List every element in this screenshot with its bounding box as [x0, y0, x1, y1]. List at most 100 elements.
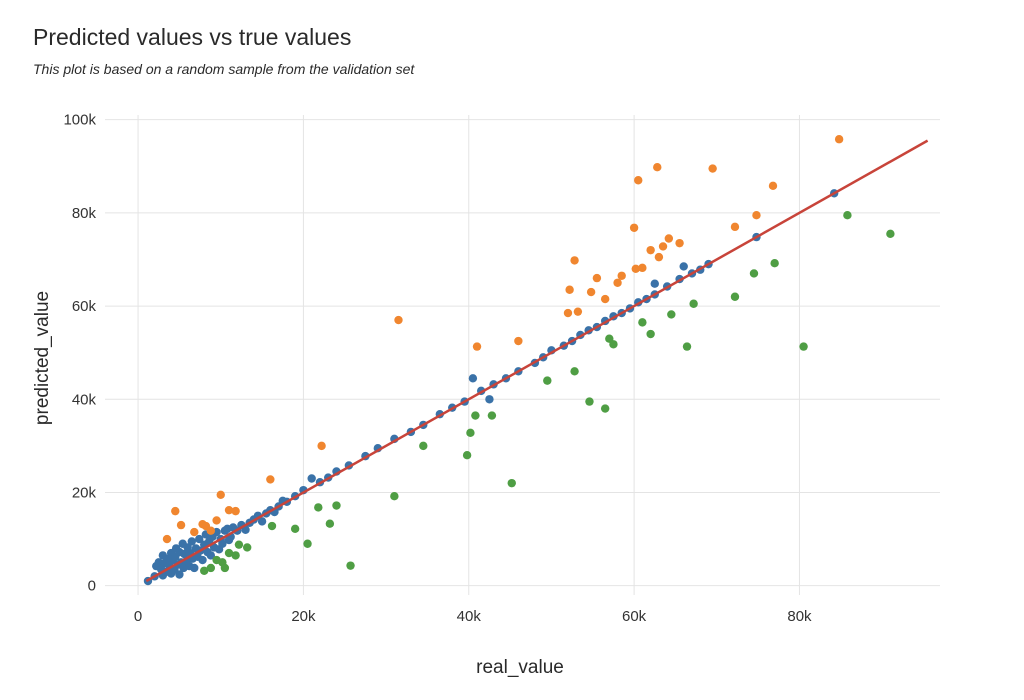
scatter-point [634, 176, 643, 185]
scatter-point [613, 278, 622, 287]
scatter-point [543, 376, 552, 385]
scatter-point [650, 279, 659, 288]
scatter-point [206, 526, 216, 535]
scatter-point [267, 521, 277, 531]
scatter-point [175, 570, 184, 579]
scatter-point [592, 273, 602, 283]
scatter-point [462, 450, 472, 460]
scatter-point [600, 404, 610, 413]
fit-line [145, 139, 929, 583]
scatter-point [220, 563, 230, 573]
scatter-point [563, 308, 573, 318]
scatter-point [200, 566, 209, 575]
scatter-point [679, 262, 688, 271]
scatter-point [570, 256, 579, 265]
scatter-point [708, 164, 717, 173]
x-tick-label: 40k [457, 608, 482, 625]
scatter-point [752, 210, 761, 220]
x-tick-label: 80k [787, 608, 812, 625]
scatter-point [600, 294, 610, 304]
scatter-point [730, 222, 740, 232]
scatter-point [231, 551, 240, 560]
scatter-point [198, 555, 207, 565]
scatter-point [394, 315, 403, 325]
scatter-point [187, 537, 197, 546]
scatter-point [307, 474, 316, 483]
y-axis-label: predicted_value [32, 291, 53, 425]
scatter-point [332, 501, 341, 510]
scatter-point [314, 503, 323, 512]
scatter-point [565, 285, 574, 294]
scatter-point [303, 539, 312, 548]
y-tick-label: 20k [72, 484, 97, 501]
scatter-point [689, 299, 698, 308]
scatter-point [471, 411, 480, 420]
x-axis-label: real_value [476, 657, 564, 678]
scatter-point [843, 210, 852, 220]
y-tick-label: 40k [72, 391, 97, 408]
scatter-point [190, 563, 199, 573]
scatter-point [472, 342, 482, 351]
scatter-point [290, 524, 300, 534]
scatter-point [573, 307, 583, 316]
scatter-point [487, 411, 497, 420]
scatter-point [682, 342, 692, 351]
scatter-point [629, 223, 639, 232]
scatter-point [346, 561, 355, 570]
scatter-point [646, 329, 655, 339]
scatter-point [218, 539, 227, 548]
scatter-point [617, 271, 626, 280]
scatter-point [507, 478, 516, 488]
tick-labels: 0 20k 40k 60k 80k 100k 0 20k 40k 60k 80k [63, 112, 812, 625]
scatter-point [667, 310, 676, 319]
scatter-point [638, 318, 647, 327]
scatter-point [631, 264, 640, 273]
scatter-point [266, 475, 275, 484]
scatter-point [514, 336, 523, 346]
scatter-point [654, 252, 664, 262]
x-tick-label: 60k [622, 608, 647, 625]
scatter-point [749, 269, 759, 278]
scatter-point [390, 492, 399, 501]
scatter-point [224, 548, 234, 558]
y-tick-label: 80k [72, 205, 97, 222]
scatter-point [212, 516, 221, 525]
scatter-point [190, 527, 199, 537]
scatter-point [224, 505, 234, 515]
y-tick-label: 0 [88, 578, 96, 595]
scatter-point [206, 551, 216, 560]
x-tick-label: 20k [291, 608, 316, 625]
chart-subtitle: This plot is based on a random sample fr… [33, 61, 415, 77]
scatter-point [419, 441, 428, 451]
scatter-point [216, 490, 225, 500]
chart-title: Predicted values vs true values [33, 24, 352, 50]
scatter-point [768, 181, 778, 191]
scatter-point [609, 340, 618, 349]
scatter-point [466, 428, 475, 438]
y-tick-label: 60k [72, 298, 97, 315]
scatter-point [234, 540, 244, 549]
scatter-point [206, 563, 216, 573]
fit-line-layer [145, 139, 929, 583]
grid-layer [105, 115, 940, 595]
scatter-point [176, 520, 186, 530]
scatter-point [171, 506, 180, 516]
scatter-point [658, 242, 668, 251]
scatter-point [195, 534, 204, 544]
scatter-point [675, 238, 684, 248]
x-tick-label: 0 [134, 608, 142, 625]
scatter-point [317, 441, 326, 451]
scatter-point [834, 135, 844, 144]
scatter-point [585, 397, 594, 406]
scatter-point [638, 263, 647, 273]
scatter-point [730, 292, 740, 301]
scatter-point [162, 534, 172, 544]
scatter-point [586, 287, 596, 297]
scatter-point [799, 342, 808, 351]
scatter-point [485, 395, 494, 404]
scatter-point [664, 234, 674, 243]
scatter-point [468, 374, 478, 383]
scatter-point [886, 229, 895, 239]
scatter-point [257, 517, 267, 526]
